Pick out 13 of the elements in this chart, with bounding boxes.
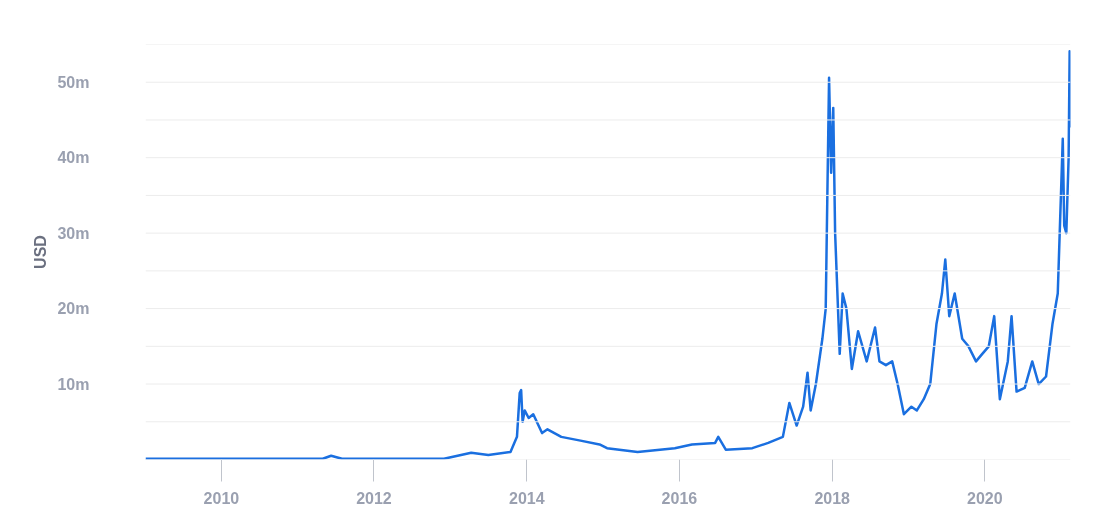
- y-tick-label: 10m: [57, 375, 90, 393]
- x-tick-label: 2010: [203, 489, 240, 507]
- y-tick-label: 20m: [57, 300, 90, 318]
- y-tick-label: 40m: [57, 149, 90, 167]
- line-series: [145, 50, 1071, 460]
- y-axis-title: USD: [32, 235, 50, 269]
- x-tick-label: 2016: [661, 489, 698, 507]
- y-tick-label: 30m: [57, 224, 90, 242]
- x-tick-label: 2012: [356, 489, 392, 507]
- x-tick-label: 2014: [508, 489, 545, 507]
- y-tick-label: 50m: [57, 73, 90, 91]
- x-tick-label: 2018: [814, 489, 851, 507]
- x-tick-label: 2020: [967, 489, 1003, 507]
